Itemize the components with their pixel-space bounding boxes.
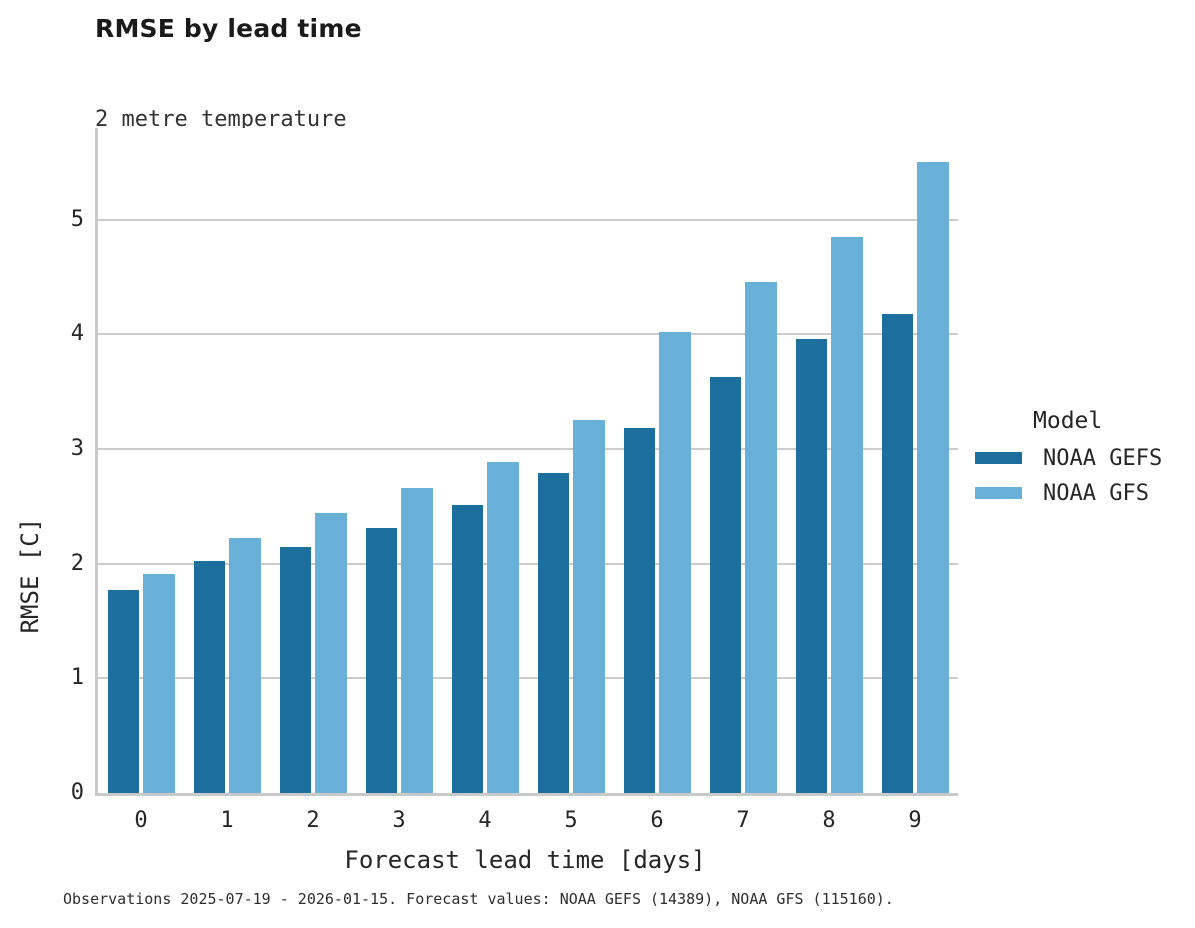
bar-noaa-gefs-day-8	[795, 338, 827, 793]
gridline-y-2	[98, 562, 958, 565]
bar-noaa-gefs-day-3	[365, 528, 397, 793]
bar-noaa-gefs-day-2	[279, 546, 311, 793]
legend-swatch-noaa-gefs	[975, 452, 1022, 464]
x-tick-label-3: 3	[392, 808, 406, 833]
y-tick-label-2: 2	[70, 550, 84, 576]
legend: Model NOAA GEFS NOAA GFS	[975, 408, 1190, 517]
bar-noaa-gfs-day-4	[487, 461, 519, 793]
x-tick-label-6: 6	[650, 808, 664, 833]
y-tick-label-0: 0	[70, 780, 84, 805]
footer-caption: Observations 2025-07-19 - 2026-01-15. Fo…	[63, 890, 894, 908]
subtitle-variable: 2 metre temperature	[95, 107, 347, 132]
x-axis-label: Forecast lead time [days]	[344, 846, 706, 874]
bar-noaa-gfs-day-6	[659, 332, 691, 793]
x-tick-label-5: 5	[564, 808, 578, 833]
bar-noaa-gfs-day-2	[315, 513, 347, 793]
x-tick-label-9: 9	[908, 808, 922, 833]
gridline-y-4	[98, 333, 958, 336]
bar-noaa-gfs-day-9	[917, 162, 949, 793]
bar-noaa-gfs-day-3	[401, 488, 433, 793]
x-tick-label-8: 8	[822, 808, 836, 833]
x-tick-label-1: 1	[220, 808, 234, 833]
gridline-y-3	[98, 448, 958, 451]
gridline-y-5	[98, 218, 958, 221]
bar-noaa-gfs-day-5	[573, 420, 605, 793]
x-tick-label-2: 2	[306, 808, 320, 833]
bar-noaa-gfs-day-8	[831, 236, 863, 793]
bar-noaa-gefs-day-1	[193, 561, 225, 793]
legend-swatch-noaa-gfs	[975, 487, 1022, 499]
bar-noaa-gefs-day-0	[107, 590, 139, 793]
bar-noaa-gfs-day-7	[745, 281, 777, 793]
legend-label-noaa-gefs: NOAA GEFS	[1043, 445, 1163, 471]
bar-noaa-gefs-day-5	[537, 473, 569, 793]
legend-label-noaa-gfs: NOAA GFS	[1043, 480, 1149, 506]
x-tick-label-0: 0	[134, 808, 148, 833]
y-tick-label-3: 3	[70, 436, 84, 462]
bar-noaa-gfs-day-1	[229, 538, 261, 793]
legend-entry-noaa-gfs: NOAA GFS	[975, 480, 1190, 506]
x-tick-label-4: 4	[478, 808, 492, 833]
gridline-y-1	[98, 677, 958, 680]
y-tick-label-5: 5	[70, 206, 84, 232]
bar-noaa-gefs-day-6	[623, 428, 655, 793]
plot-area: 0 1 2 3 4 5 0 1 2 3 4 5 6 7 8 9	[71, 128, 958, 833]
bar-noaa-gefs-day-7	[709, 376, 741, 793]
bar-noaa-gefs-day-9	[881, 313, 913, 793]
legend-entry-noaa-gefs: NOAA GEFS	[975, 445, 1190, 471]
y-tick-label-4: 4	[70, 321, 84, 347]
y-tick-label-1: 1	[70, 665, 84, 691]
bar-noaa-gfs-day-0	[143, 574, 175, 793]
legend-title: Model	[1033, 408, 1103, 434]
x-tick-label-7: 7	[736, 808, 750, 833]
y-axis-label: RMSE [C]	[16, 517, 44, 634]
bar-noaa-gefs-day-4	[451, 505, 483, 793]
chart-title: RMSE by lead time	[95, 14, 362, 43]
